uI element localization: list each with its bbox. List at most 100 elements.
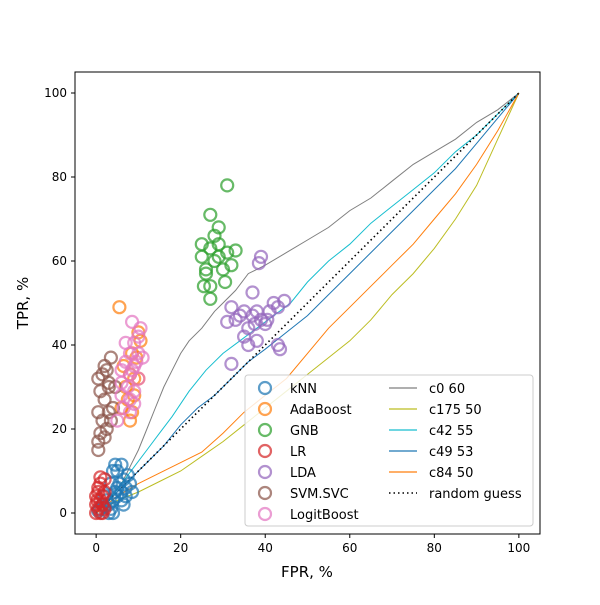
y-tick-label: 100 xyxy=(44,86,67,100)
y-tick-label: 60 xyxy=(52,254,67,268)
point-lda xyxy=(220,314,235,329)
y-tick-label: 20 xyxy=(52,422,67,436)
point-lda xyxy=(232,308,247,323)
point-logitboost xyxy=(133,321,148,336)
legend-label-c175-50: c175 50 xyxy=(429,403,482,418)
plot-marks xyxy=(88,92,520,521)
point-knn xyxy=(105,463,121,479)
x-tick-label: 0 xyxy=(92,541,100,555)
point-gnb xyxy=(194,249,209,264)
legend-label-c84-50: c84 50 xyxy=(429,466,473,481)
point-gnb xyxy=(228,243,243,258)
legend-label-c0-60: c0 60 xyxy=(429,382,465,397)
legend-label-gnb: GNB xyxy=(290,424,319,439)
x-tick-label: 100 xyxy=(507,541,530,555)
y-tick-label: 40 xyxy=(52,338,67,352)
point-lda xyxy=(224,356,239,371)
point-knn xyxy=(122,476,138,491)
x-axis-label: FPR, % xyxy=(281,563,333,581)
legend-marker-logitboost xyxy=(257,506,273,522)
legend-marker-adaboost xyxy=(257,401,273,417)
legend: kNN AdaBoost GNB LR LDA SVM.SVC LogitBoost c0 6… xyxy=(244,374,534,527)
point-lda xyxy=(258,316,273,332)
point-lr xyxy=(97,501,112,516)
point-gnb xyxy=(203,207,218,222)
point-lr xyxy=(88,489,104,504)
point-adaboost xyxy=(112,300,127,315)
legend-label-c49-53: c49 53 xyxy=(429,445,473,460)
legend-marker-knn xyxy=(257,380,273,396)
legend-marker-lda xyxy=(257,464,273,480)
point-gnb xyxy=(218,274,233,290)
point-lda xyxy=(245,285,260,300)
point-gnb xyxy=(211,249,226,264)
y-tick-label: 80 xyxy=(52,170,67,184)
point-gnb xyxy=(224,258,239,273)
point-svm-svc xyxy=(91,405,106,420)
point-logitboost xyxy=(129,354,144,369)
point-gnb xyxy=(198,262,214,277)
point-gnb xyxy=(220,178,235,193)
point-lda xyxy=(270,300,285,315)
point-lda xyxy=(249,333,264,348)
legend-label-lr: LR xyxy=(290,445,306,460)
point-logitboost xyxy=(122,405,138,420)
point-lda xyxy=(241,337,256,353)
point-knn xyxy=(108,457,123,472)
line-c0-60 xyxy=(95,92,520,514)
y-axis-label: TPR, % xyxy=(14,277,32,330)
point-knn xyxy=(125,484,140,500)
point-gnb xyxy=(207,228,222,243)
point-lda xyxy=(237,329,252,344)
point-lda xyxy=(253,249,269,264)
point-lda xyxy=(251,256,266,271)
point-gnb xyxy=(220,245,235,260)
point-svm-svc xyxy=(93,426,108,441)
point-knn xyxy=(120,468,135,483)
point-svm-svc xyxy=(97,358,112,374)
plot-frame xyxy=(74,71,541,535)
legend-label-knn: kNN xyxy=(290,382,317,397)
point-gnb xyxy=(211,220,226,235)
x-tick-label: 60 xyxy=(342,541,357,555)
point-gnb xyxy=(198,266,214,281)
point-lda xyxy=(241,321,256,336)
legend-label-lda: LDA xyxy=(290,466,316,481)
y-tick-label: 0 xyxy=(59,506,67,520)
point-svm-svc xyxy=(93,384,108,399)
point-lr xyxy=(97,484,112,500)
line-c49-53 xyxy=(95,92,520,514)
point-lda xyxy=(272,342,288,357)
x-tick-label: 20 xyxy=(173,541,188,555)
point-svm-svc xyxy=(97,392,112,407)
line-c175-50 xyxy=(95,92,520,514)
x-tick-label: 80 xyxy=(427,541,442,555)
legend-label-random-guess: random guess xyxy=(429,487,522,502)
point-svm-svc xyxy=(97,430,112,445)
line-c84-50 xyxy=(95,92,520,514)
point-lda xyxy=(224,300,239,315)
legend-label-c42-55: c42 55 xyxy=(429,424,473,439)
line-random-guess xyxy=(95,92,520,514)
legend-marker-lr xyxy=(257,443,273,459)
point-lda xyxy=(249,304,264,319)
point-lda xyxy=(228,312,243,327)
point-logitboost xyxy=(125,363,140,378)
point-svm-svc xyxy=(101,379,116,395)
legend-marker-gnb xyxy=(257,422,273,438)
point-svm-svc xyxy=(91,442,106,458)
point-svm-svc xyxy=(105,400,121,416)
legend-label-logitboost: LogitBoost xyxy=(290,508,359,523)
point-knn xyxy=(116,497,131,512)
point-logitboost xyxy=(131,346,146,361)
axes: 0 20 40 60 80 100 0 20 40 60 80 100 xyxy=(44,86,530,555)
legend-label-adaboost: AdaBoost xyxy=(290,403,352,418)
point-gnb xyxy=(207,253,222,269)
x-tick-label: 40 xyxy=(258,541,273,555)
point-lr xyxy=(93,493,108,508)
legend-label-svm-svc: SVM.SVC xyxy=(290,487,349,502)
point-logitboost xyxy=(110,413,125,428)
legend-marker-svm-svc xyxy=(257,485,273,501)
